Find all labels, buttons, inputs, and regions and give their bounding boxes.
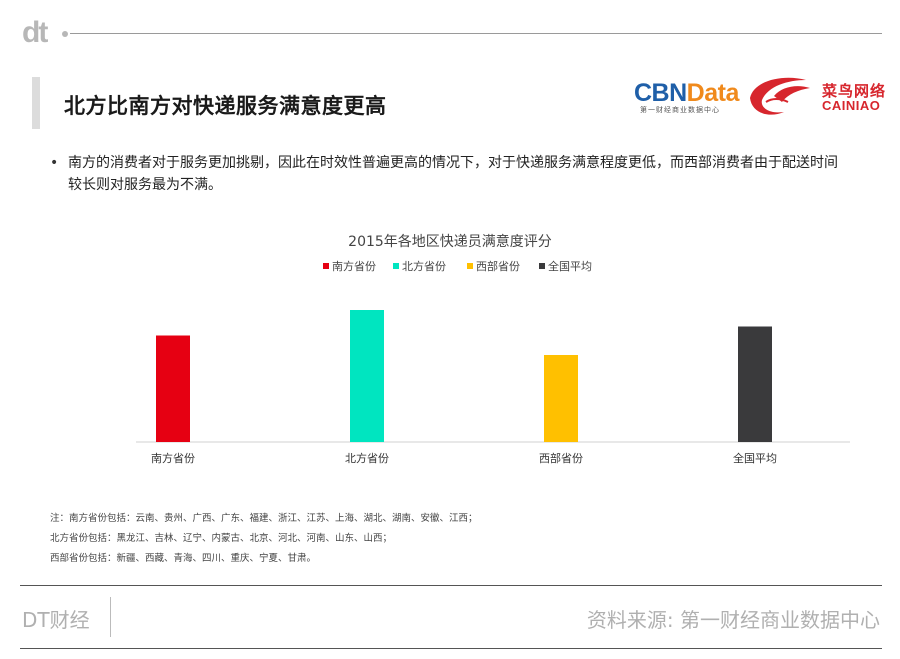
category-label-3: 西部省份	[539, 451, 583, 465]
title-accent-bar	[32, 77, 40, 129]
legend-swatch-4	[539, 263, 545, 269]
category-label-4: 全国平均	[733, 451, 777, 465]
footnotes: 注：南方省份包括：云南、贵州、广西、广东、福建、浙江、江苏、上海、湖北、湖南、安…	[50, 509, 478, 569]
bullet-text: 南方的消费者对于服务更加挑剔，因此在时效性普遍更高的情况下，对于快递服务满意程度…	[68, 155, 838, 193]
footnote-west: 西部省份包括：新疆、西藏、青海、四川、重庆、宁夏、甘肃。	[50, 553, 317, 564]
footnote-south: 注：南方省份包括：云南、贵州、广西、广东、福建、浙江、江苏、上海、湖北、湖南、安…	[50, 513, 478, 524]
footer-brand: DT财经	[22, 608, 90, 632]
cbndata-subtitle: 第一财经商业数据中心	[640, 106, 720, 114]
logo-dot	[62, 31, 68, 37]
footer-top-divider	[20, 585, 882, 586]
cbn-logo-suffix: Data	[686, 79, 740, 107]
bar-chart: 2015年各地区快递员满意度评分 南方省份 北方省份 西部省份 全国平均 南方省份 北方…	[136, 233, 850, 465]
footer-vertical-divider	[110, 597, 111, 637]
legend-label-3: 西部省份	[476, 259, 520, 273]
footnote-north: 北方省份包括：黑龙江、吉林、辽宁、内蒙古、北京、河北、河南、山东、山西；	[50, 533, 393, 544]
bar-2	[350, 310, 384, 442]
footer-bottom-divider	[20, 648, 882, 649]
page-title: 北方比南方对快递服务满意度更高	[64, 94, 387, 118]
cainiao-name-cn: 菜鸟网络	[822, 82, 887, 100]
category-label-2: 北方省份	[345, 451, 389, 465]
bar-4	[738, 326, 772, 442]
cainiao-bird-icon	[750, 77, 810, 115]
legend-swatch-1	[323, 263, 329, 269]
footer-source: 资料来源: 第一财经商业数据中心	[586, 608, 880, 632]
legend-label-2: 北方省份	[402, 259, 446, 273]
cbn-logo-prefix: CBN	[634, 79, 687, 107]
category-labels: 南方省份 北方省份 西部省份 全国平均	[151, 451, 777, 465]
bar-3	[544, 355, 578, 442]
bullet-dot: •	[50, 155, 59, 171]
cainiao-name-en: CAINIAO	[822, 98, 881, 113]
legend-swatch-3	[467, 263, 473, 269]
top-divider	[70, 33, 882, 34]
dt-logo: dt	[22, 16, 48, 49]
category-label-1: 南方省份	[151, 451, 195, 465]
legend-label-4: 全国平均	[548, 259, 592, 273]
legend-swatch-2	[393, 263, 399, 269]
cbndata-logo: CBNData	[634, 80, 739, 106]
legend-label-1: 南方省份	[332, 259, 376, 273]
chart-title: 2015年各地区快递员满意度评分	[348, 233, 552, 250]
chart-legend: 南方省份 北方省份 西部省份 全国平均	[323, 259, 592, 273]
bar-1	[156, 335, 190, 442]
bar-group	[156, 310, 772, 442]
